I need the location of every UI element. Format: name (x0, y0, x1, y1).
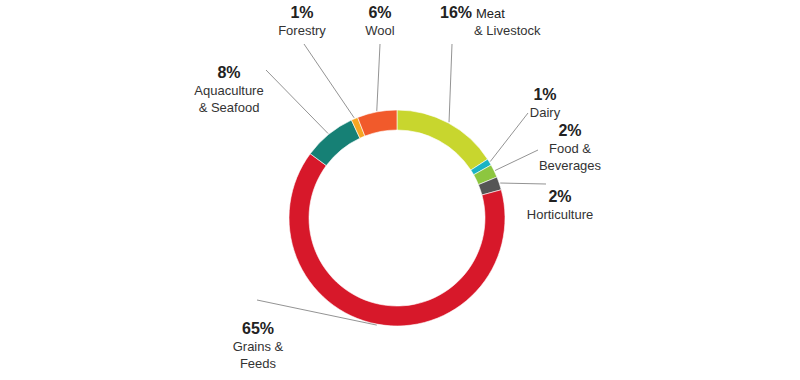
category-label: & Livestock (474, 23, 541, 38)
percent-label: 1% (533, 86, 556, 103)
category-label: Beverages (539, 158, 602, 173)
data-label: 65% (242, 320, 274, 337)
data-label: 1% (290, 4, 313, 21)
slice (358, 110, 397, 136)
data-label: 2% (548, 188, 571, 205)
leader-line (266, 70, 328, 134)
percent-label: 65% (242, 320, 274, 337)
category-label: Dairy (530, 105, 561, 120)
percent-label: 8% (217, 64, 240, 81)
percent-label: 1% (290, 4, 313, 21)
category-label: & Seafood (199, 100, 260, 115)
category-label: Feeds (240, 356, 277, 371)
leader-line (377, 44, 380, 111)
category-label: Meat (476, 6, 505, 21)
leader-line (257, 300, 377, 325)
percent-label: 2% (558, 122, 581, 139)
category-label: Forestry (278, 23, 326, 38)
percent-label: 2% (548, 188, 571, 205)
leader-line (490, 113, 528, 162)
leader-line (449, 44, 452, 122)
category-label: Horticulture (527, 207, 593, 222)
leader-line (304, 44, 354, 118)
data-label: 8% (217, 64, 240, 81)
slice (310, 120, 360, 166)
category-label: Grains & (233, 339, 284, 354)
data-label: 6% (368, 4, 391, 21)
data-label: 16% Meat (440, 4, 505, 21)
category-label: Aquaculture (194, 83, 263, 98)
labels: 16% Meat & Livestock 1% Dairy 2% Food & Beverag… (194, 4, 601, 371)
chart: 16% Meat & Livestock 1% Dairy 2% Food & Beverag… (0, 0, 800, 380)
slice (289, 154, 505, 326)
percent-label: 16% (440, 4, 472, 21)
category-label: Food & (549, 141, 591, 156)
leader-line (495, 150, 538, 170)
slice (397, 110, 488, 170)
percent-label: 6% (368, 4, 391, 21)
data-label: 1% (533, 86, 556, 103)
leader-line (500, 183, 546, 185)
data-label: 2% (558, 122, 581, 139)
category-label: Wool (365, 23, 394, 38)
donut (289, 110, 505, 326)
